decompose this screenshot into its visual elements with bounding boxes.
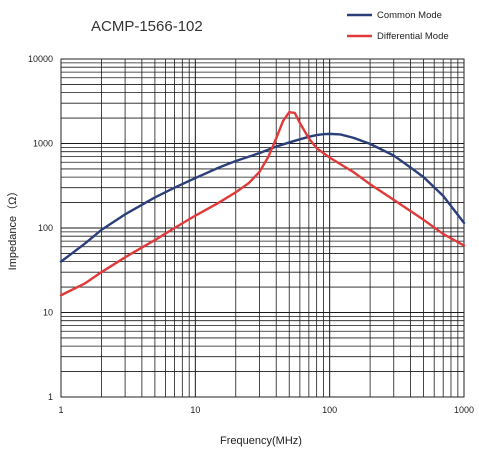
x-tick-labels: 1 10 100 1000 [58, 405, 474, 415]
y-tick-label: 10 [43, 308, 53, 318]
plot-frame [60, 58, 465, 398]
x-tick-label: 100 [322, 405, 337, 415]
y-tick-label: 1 [48, 392, 53, 402]
y-tick-labels: 1 10 100 1000 10000 [28, 54, 53, 402]
grid [60, 59, 464, 398]
y-tick-label: 1000 [33, 139, 53, 149]
series-line-common-mode [59, 132, 466, 263]
x-tick-label: 10 [190, 405, 200, 415]
chart-title: ACMP-1566-102 [91, 18, 203, 35]
x-tick-label: 1 [58, 405, 63, 415]
x-tick-label: 1000 [454, 405, 474, 415]
legend-label-differential-mode: Differential Mode [377, 31, 449, 42]
y-tick-label: 100 [38, 223, 53, 233]
x-axis-label: Frequency(MHz) [220, 435, 302, 447]
legend-label-common-mode: Common Mode [377, 10, 442, 21]
series-line-differential-mode [59, 110, 466, 297]
y-axis-label: Impedance（Ω） [6, 186, 19, 271]
y-tick-label: 10000 [28, 54, 53, 64]
legend: Common Mode Differential Mode [347, 10, 449, 42]
series-layer [59, 110, 466, 297]
